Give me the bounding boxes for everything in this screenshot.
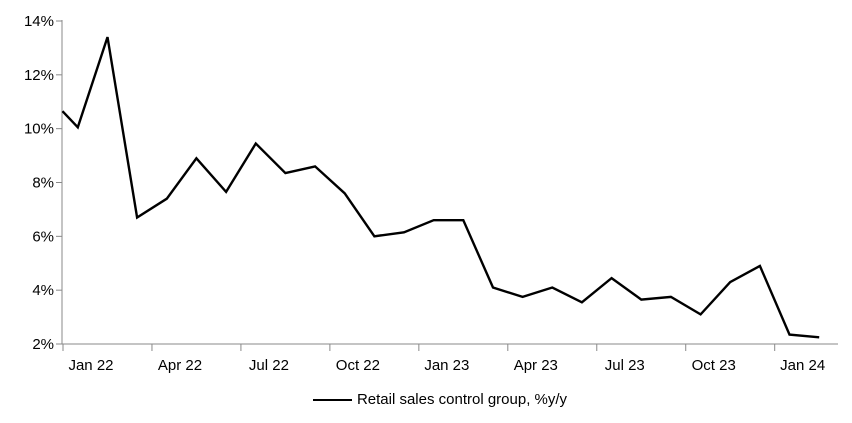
legend-label: Retail sales control group, %y/y	[356, 391, 568, 408]
y-axis-tick-label: 2%	[32, 336, 54, 353]
x-axis-tick-label: Apr 23	[514, 357, 558, 374]
y-axis-tick-label: 10%	[24, 121, 54, 138]
x-axis-tick-label: Jul 23	[605, 357, 645, 374]
x-axis-tick-label: Oct 22	[336, 357, 380, 374]
series-line	[61, 36, 820, 339]
x-axis-tick-label: Jul 22	[249, 357, 289, 374]
x-axis-tick-label: Apr 22	[158, 357, 202, 374]
chart-legend: Retail sales control group, %y/y	[0, 390, 852, 410]
y-axis-tick-label: 8%	[32, 175, 54, 192]
x-axis-tick-label: Jan 22	[68, 357, 113, 374]
x-axis-tick-label: Jan 24	[780, 357, 825, 374]
retail-sales-line-chart: 2% 4% 6% 8% 10% 12% 14% Jan 22 Apr 22 Jul 22 Oct 2…	[24, 13, 838, 374]
x-axis-tick-label: Oct 23	[692, 357, 736, 374]
y-axis-tick-label: 12%	[24, 67, 54, 84]
legend-line-marker	[312, 399, 352, 401]
y-axis-tick-label: 4%	[32, 282, 54, 299]
y-axis-tick-label: 6%	[32, 228, 54, 245]
x-axis-tick-label: Jan 23	[424, 357, 469, 374]
y-axis-tick-label: 14%	[24, 13, 54, 30]
